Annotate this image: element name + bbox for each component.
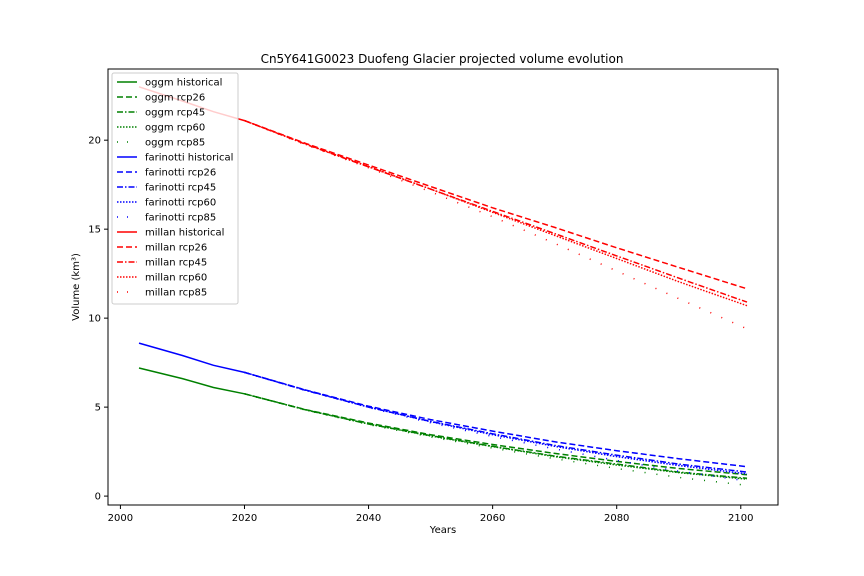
legend-label-millan-rcp45: millan rcp45 (145, 258, 207, 269)
series-line-millan-rcp45 (244, 119, 748, 303)
series-line-oggm-rcp60 (244, 393, 748, 480)
x-tick-label: 2060 (480, 513, 505, 524)
y-tick-label: 20 (88, 136, 101, 147)
legend-label-farinotti-rcp85: farinotti rcp85 (145, 213, 216, 224)
legend-label-oggm-historical: oggm historical (145, 78, 222, 89)
x-axis-ticks: 2000 2020 2040 2060 2080 2100 (108, 505, 754, 524)
legend-label-farinotti-rcp26: farinotti rcp26 (145, 168, 216, 179)
series-line-farinotti-rcp60 (244, 371, 748, 475)
legend-label-farinotti-historical: farinotti historical (145, 153, 233, 164)
plot-area-frame (107, 68, 779, 506)
legend-label-farinotti-rcp45: farinotti rcp45 (145, 183, 216, 194)
x-tick-label: 2080 (604, 513, 629, 524)
x-tick-label: 2100 (728, 513, 753, 524)
y-tick-label: 15 (88, 225, 101, 236)
series-line-farinotti-rcp45 (244, 371, 748, 473)
series-line-oggm-historical (138, 367, 245, 395)
legend-label-millan-rcp60: millan rcp60 (145, 273, 207, 284)
legend-label-oggm-rcp85: oggm rcp85 (145, 138, 205, 149)
legend: oggm historical oggm rcp26 oggm rcp45 oggm … (111, 72, 239, 305)
y-tick-label: 0 (95, 492, 101, 503)
series-line-millan-rcp26 (244, 119, 748, 290)
legend-box (111, 72, 239, 305)
legend-label-millan-historical: millan historical (145, 228, 224, 239)
x-axis-label: Years (429, 525, 456, 536)
x-tick-label: 2000 (108, 513, 133, 524)
legend-label-millan-rcp85: millan rcp85 (145, 288, 207, 299)
series-line-farinotti-historical (138, 342, 245, 374)
chart-title: Cn5Y641G0023 Duofeng Glacier projected v… (261, 52, 624, 66)
legend-label-oggm-rcp60: oggm rcp60 (145, 123, 205, 134)
y-tick-label: 10 (88, 314, 101, 325)
legend-label-farinotti-rcp60: farinotti rcp60 (145, 198, 216, 209)
series-line-millan-rcp60 (244, 119, 748, 307)
legend-label-oggm-rcp26: oggm rcp26 (145, 93, 205, 104)
legend-label-millan-rcp26: millan rcp26 (145, 243, 207, 254)
y-axis-ticks: 0 5 10 15 20 (88, 136, 108, 503)
x-tick-label: 2020 (232, 513, 257, 524)
legend-label-oggm-rcp45: oggm rcp45 (145, 108, 205, 119)
y-tick-label: 5 (95, 403, 101, 414)
y-axis-label: Volume (km³) (71, 253, 82, 321)
x-tick-label: 2040 (356, 513, 381, 524)
